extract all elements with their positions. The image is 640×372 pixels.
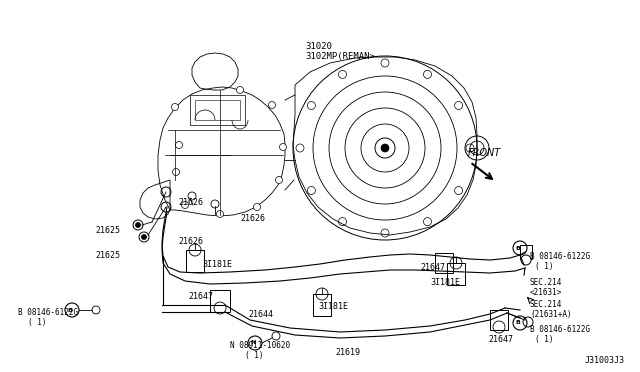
Circle shape [381,59,389,67]
Text: 3I181E: 3I181E [202,260,232,269]
Circle shape [280,144,287,151]
Circle shape [136,222,141,228]
Bar [313,294,331,316]
Bar [210,290,230,312]
Text: B 08146-6122G: B 08146-6122G [530,325,590,334]
Circle shape [466,144,474,152]
Circle shape [172,103,179,110]
Text: 21644: 21644 [248,310,273,319]
Circle shape [253,203,260,211]
Bar [490,310,508,330]
Text: B: B [516,246,520,250]
Circle shape [424,218,431,225]
Circle shape [381,144,389,152]
Circle shape [182,202,189,208]
Circle shape [216,211,223,218]
Circle shape [424,70,431,78]
Text: 21626: 21626 [178,198,203,207]
Text: 21647: 21647 [188,292,213,301]
Circle shape [307,186,316,195]
Text: FRONT: FRONT [468,148,501,158]
Text: 3I181E: 3I181E [318,302,348,311]
Text: B 08146-6122G: B 08146-6122G [18,308,78,317]
Bar [190,95,245,125]
Text: 21626: 21626 [178,237,203,246]
Text: 21625: 21625 [95,226,120,235]
Text: SEC.214: SEC.214 [530,300,563,309]
Text: 21647: 21647 [420,263,445,272]
Text: ( 1): ( 1) [28,318,47,327]
Circle shape [339,218,346,225]
Text: N 08911-10620: N 08911-10620 [230,341,290,350]
Text: 21619: 21619 [335,348,360,357]
Text: ( 1): ( 1) [535,262,554,271]
Text: 3102MP(REMAN>: 3102MP(REMAN> [305,52,375,61]
Text: 3I181E: 3I181E [430,278,460,287]
Text: 21625: 21625 [95,251,120,260]
Circle shape [381,229,389,237]
Circle shape [141,234,147,240]
Text: 21626: 21626 [240,214,265,223]
Circle shape [454,102,463,109]
Circle shape [296,144,304,152]
Text: B 08146-6122G: B 08146-6122G [530,252,590,261]
Circle shape [521,255,531,265]
Circle shape [269,102,275,109]
Text: J31003J3: J31003J3 [585,356,625,365]
Circle shape [523,317,533,327]
Text: SEC.214: SEC.214 [530,278,563,287]
Circle shape [275,176,282,183]
Text: B: B [68,308,72,312]
Text: (21631+A): (21631+A) [530,310,572,319]
Circle shape [237,87,243,93]
Bar [447,263,465,285]
Text: N: N [250,340,256,346]
Text: B: B [516,321,520,326]
Circle shape [454,186,463,195]
Bar [520,245,532,259]
Text: 21647: 21647 [488,335,513,344]
Circle shape [307,102,316,109]
Circle shape [173,169,179,176]
Bar [186,250,204,272]
Text: 31020: 31020 [305,42,332,51]
Text: ( 1): ( 1) [245,351,264,360]
Bar [435,253,453,273]
Circle shape [175,141,182,148]
Bar [195,100,240,120]
Text: ( 1): ( 1) [535,335,554,344]
Circle shape [339,70,346,78]
Text: <21631>: <21631> [530,288,563,297]
